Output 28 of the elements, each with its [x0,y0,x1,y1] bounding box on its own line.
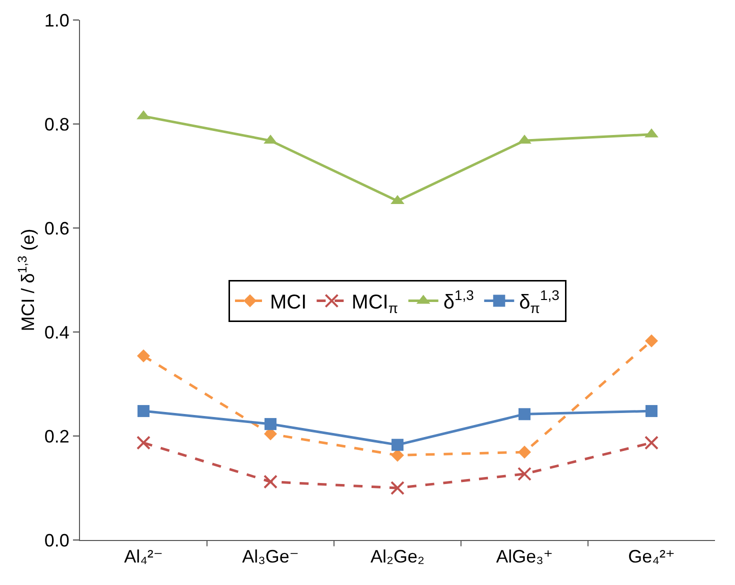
point [264,418,276,430]
point [138,405,150,418]
point [264,474,278,489]
x-tick-label: Al₃Ge⁻ [242,546,299,567]
y-tick-label: 0.4 [44,322,70,342]
point [136,436,150,450]
point [518,446,531,459]
y-tick-label: 1.0 [44,10,70,30]
point [644,436,658,450]
legend-label: δ$^{1,3}$ [443,287,474,314]
point [518,408,530,420]
point [518,466,532,481]
y-tick-label: 0.0 [44,530,70,550]
x-tick-label: AlGe₃⁺ [496,546,553,567]
legend-label: MCI [270,292,307,314]
y-tick-label: 0.8 [44,114,70,134]
point [646,405,658,418]
point [391,448,404,462]
y-tick-label: 0.6 [44,218,70,238]
point [392,438,404,451]
x-tick-label: Al₂Ge₂ [370,546,425,567]
legend-label: MCI$_{π}$ [352,292,398,316]
x-tick-label: Ge₄²⁺ [628,546,675,567]
point [390,481,404,495]
point [137,349,150,362]
point [645,334,658,348]
x-tick-label: Al₄²⁻ [124,546,163,567]
y-tick-label: 0.2 [44,426,70,446]
